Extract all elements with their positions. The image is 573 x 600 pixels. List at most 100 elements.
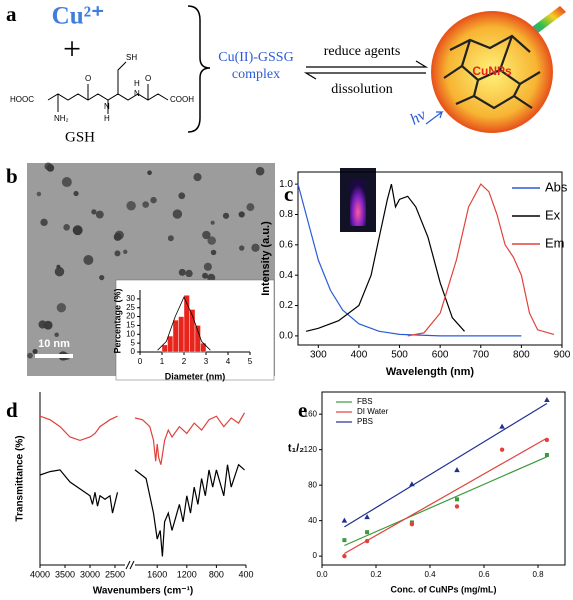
tem-particle <box>172 209 183 219</box>
x-tick-label: 2500 <box>105 569 125 579</box>
atom-label: O <box>145 74 151 83</box>
y-tick-label: 0.2 <box>279 300 293 311</box>
legend-label: DI Water <box>357 407 389 416</box>
y-tick-label: 30 <box>126 294 135 303</box>
panel-label: a <box>6 2 17 26</box>
tem-particle <box>142 201 150 208</box>
tem-particle <box>63 224 70 231</box>
x-tick-label: 700 <box>472 350 489 361</box>
x-axis-label: Wavelength (nm) <box>386 366 475 378</box>
series-line <box>39 412 246 465</box>
x-tick-label: 600 <box>432 350 449 361</box>
tem-particle <box>32 348 38 354</box>
panel-label: e <box>298 398 307 422</box>
x-tick-label: 0.4 <box>424 570 436 579</box>
x-tick-label: 0.0 <box>316 570 328 579</box>
forward-arrow <box>306 60 429 68</box>
forward-label: reduce agents <box>324 44 401 59</box>
tem-particle <box>178 268 186 276</box>
point <box>364 514 370 520</box>
point <box>409 481 415 487</box>
y-axis-label: t₁/₂ <box>288 442 304 454</box>
reverse-arrow <box>303 72 426 80</box>
point <box>455 497 459 502</box>
legend-label: PBS <box>357 417 373 426</box>
atom-label: HOOC <box>10 95 34 104</box>
tem-particle <box>210 249 217 256</box>
point <box>454 467 460 473</box>
y-tick-label: 160 <box>304 409 318 418</box>
gsh-structure <box>47 61 169 114</box>
atom-label: H <box>134 79 140 88</box>
point <box>342 538 347 543</box>
tem-particle <box>40 218 48 227</box>
x-tick-label: 0.6 <box>478 570 490 579</box>
panel-label: c <box>284 182 293 206</box>
scale-bar-label: 10 nm <box>38 338 70 350</box>
x-tick-label: 3500 <box>55 569 75 579</box>
y-tick-label: 5 <box>131 338 136 347</box>
tem-particle <box>150 196 157 204</box>
y-axis-label: Intensity (a.u.) <box>260 221 272 296</box>
tem-particle <box>61 177 72 188</box>
bracket <box>187 5 211 133</box>
x-tick-label: 0.2 <box>370 570 382 579</box>
bar <box>178 316 185 353</box>
light-arrow <box>425 111 444 125</box>
bar <box>172 319 179 353</box>
x-tick-label: 1600 <box>147 569 167 579</box>
legend-label: Ex <box>545 207 561 222</box>
x-axis-label: Wavenumbers (cm⁻¹) <box>93 586 193 597</box>
x-tick-label: 900 <box>554 350 571 361</box>
tem-particle <box>255 166 265 176</box>
light-label: hv <box>407 106 429 129</box>
tem-particle <box>123 249 128 254</box>
point <box>499 423 505 429</box>
tem-particle <box>95 210 104 219</box>
atom-label: COOH <box>170 95 194 104</box>
tem-particle <box>238 211 245 218</box>
x-axis-label: Conc. of CuNPs (mg/mL) <box>391 584 497 594</box>
x-tick-label: 3 <box>204 357 209 366</box>
y-tick-label: 40 <box>308 516 317 525</box>
y-axis-label: Transmittance (%) <box>15 435 26 521</box>
tem-particle <box>193 173 202 182</box>
point <box>342 553 347 559</box>
x-tick-label: 3000 <box>80 569 100 579</box>
x-tick-label: 5 <box>248 357 253 366</box>
y-tick-label: 0 <box>313 551 318 560</box>
tem-particle <box>72 225 83 236</box>
point <box>544 452 549 457</box>
x-tick-label: 1 <box>160 357 165 366</box>
tem-particle <box>27 352 33 359</box>
point <box>499 447 505 452</box>
tem-particle <box>167 235 174 242</box>
panel-label: b <box>6 164 18 188</box>
tem-particles <box>27 162 265 361</box>
y-tick-label: 0.6 <box>279 239 293 250</box>
point <box>544 396 550 402</box>
tem-particle <box>114 250 121 257</box>
atom-label: N <box>104 102 110 111</box>
point <box>409 521 415 527</box>
particle-label: CuNPs <box>472 64 512 78</box>
complex-label: complex <box>232 67 280 82</box>
tem-particle <box>203 262 212 271</box>
series-line <box>297 183 522 337</box>
tem-particle <box>113 232 122 241</box>
x-tick-label: 4000 <box>30 569 50 579</box>
y-tick-label: 1.0 <box>279 179 293 190</box>
plot-frame <box>321 391 566 566</box>
x-tick-label: 2 <box>182 357 187 366</box>
tem-particle <box>207 236 216 245</box>
tem-particle <box>210 220 215 225</box>
tem-particle <box>56 303 67 313</box>
bar <box>167 335 174 353</box>
y-tick-label: 0.0 <box>279 331 293 342</box>
tem-particle <box>56 264 61 269</box>
y-tick-label: 15 <box>126 321 135 330</box>
tem-particle <box>202 272 209 279</box>
panel-label: d <box>6 398 18 422</box>
fit-line <box>344 437 548 555</box>
x-tick-label: 4 <box>226 357 231 366</box>
